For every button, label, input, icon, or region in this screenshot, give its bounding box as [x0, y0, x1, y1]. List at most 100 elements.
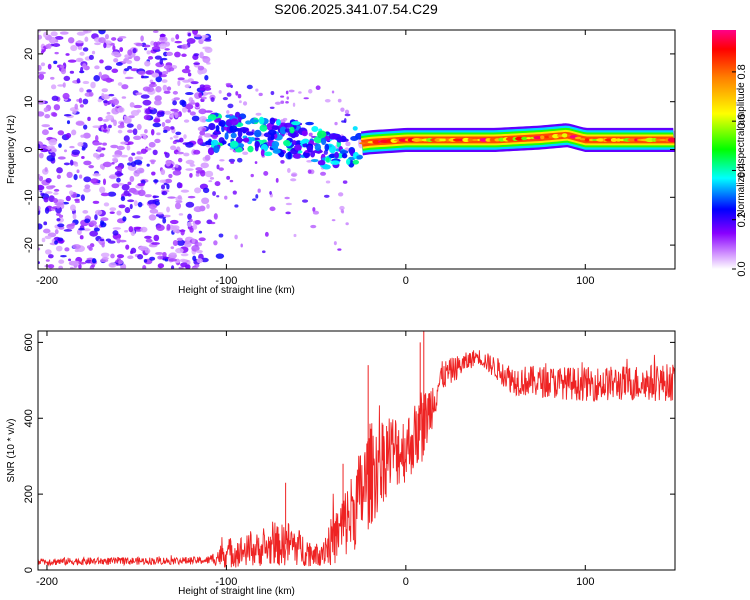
noise-blob: [82, 98, 89, 105]
noise-blob: [40, 62, 46, 67]
noise-blob: [44, 167, 48, 172]
ridge-blob: [254, 140, 261, 148]
noise-blob: [197, 65, 205, 71]
noise-blob: [120, 154, 128, 158]
noise-blob: [160, 57, 168, 61]
noise-blob: [38, 64, 42, 71]
ridge-blob: [260, 149, 265, 157]
noise-blob: [140, 75, 150, 79]
noise-blob: [99, 59, 104, 64]
ridge-blob: [336, 136, 343, 143]
noise-blob: [72, 213, 77, 220]
noise-blob: [57, 84, 65, 87]
noise-blob: [62, 82, 66, 88]
noise-blob: [92, 152, 99, 158]
noise-blob: [80, 134, 85, 138]
noise-blob: [162, 84, 168, 92]
noise-blob: [165, 51, 174, 56]
noise-blob: [43, 197, 49, 203]
noise-blob: [100, 147, 106, 151]
noise-blob: [345, 222, 349, 226]
noise-blob: [97, 116, 103, 122]
ridge-blob: [350, 136, 359, 141]
ridge-blob: [352, 159, 359, 165]
noise-blob: [97, 146, 102, 153]
ridge-peak: [634, 138, 639, 142]
noise-blob: [152, 30, 159, 34]
ridge-peak: [610, 137, 618, 142]
noise-blob: [74, 198, 80, 202]
noise-blob: [234, 234, 238, 240]
noise-blob: [88, 246, 93, 251]
noise-blob: [140, 94, 150, 99]
snr-ytick-label: 400: [23, 409, 35, 427]
noise-blob: [168, 173, 173, 179]
noise-blob: [68, 190, 74, 195]
noise-blob: [47, 63, 52, 70]
noise-blob: [126, 60, 133, 65]
noise-blob: [76, 78, 81, 84]
noise-blob: [342, 180, 348, 184]
noise-blob: [193, 53, 200, 57]
noise-blob: [41, 129, 49, 136]
noise-blob: [161, 79, 168, 83]
ridge-blob: [243, 137, 250, 143]
snr-ytick-label: 200: [23, 485, 35, 503]
noise-blob: [65, 132, 72, 139]
noise-blob: [269, 106, 275, 109]
spectrogram-ytick-label: 10: [23, 96, 35, 108]
noise-blob: [192, 255, 197, 262]
noise-blob: [140, 148, 147, 154]
noise-blob: [120, 196, 126, 202]
noise-blob: [105, 44, 112, 48]
noise-blob: [195, 170, 205, 174]
ridge-blob: [339, 150, 349, 155]
spectrogram-xtick-label: 100: [576, 275, 594, 287]
ridge-blob: [229, 140, 239, 148]
noise-blob: [132, 215, 141, 219]
ridge-blob: [268, 129, 277, 136]
ridge-blob: [310, 150, 316, 158]
noise-blob: [38, 73, 45, 80]
noise-blob: [179, 182, 183, 189]
noise-blob: [112, 44, 116, 51]
ridge-blob: [314, 143, 322, 152]
noise-blob: [334, 121, 338, 126]
noise-blob: [196, 258, 203, 264]
noise-blob: [171, 166, 175, 170]
ridge-blob: [269, 117, 276, 125]
noise-blob: [74, 103, 78, 110]
noise-blob: [193, 206, 203, 213]
noise-blob: [123, 190, 130, 197]
noise-blob: [92, 141, 101, 146]
noise-blob: [191, 266, 199, 269]
noise-blob: [174, 112, 179, 119]
noise-blob: [108, 262, 117, 268]
noise-blob: [200, 96, 207, 100]
ridge-blob: [275, 119, 281, 126]
colorbar-tick-label: 0.8: [736, 64, 748, 79]
noise-blob: [100, 222, 107, 228]
noise-blob: [112, 98, 120, 106]
noise-blob: [152, 149, 158, 156]
noise-blob: [155, 213, 165, 218]
noise-blob: [301, 199, 309, 203]
noise-blob: [191, 238, 196, 244]
ridge-blob: [334, 151, 339, 159]
noise-blob: [285, 211, 291, 215]
noise-blob: [177, 80, 181, 87]
noise-blob: [227, 103, 234, 109]
noise-blob: [89, 230, 99, 237]
noise-blob: [65, 195, 71, 202]
noise-blob: [116, 254, 125, 259]
noise-blob: [130, 110, 140, 116]
snr-ytick-label: 600: [23, 333, 35, 351]
noise-blob: [199, 130, 206, 136]
noise-blob: [154, 55, 162, 60]
noise-blob: [206, 144, 210, 148]
noise-blob: [65, 53, 70, 56]
noise-blob: [53, 104, 61, 111]
noise-blob: [84, 36, 89, 42]
noise-blob: [195, 167, 203, 171]
ridge-blob: [352, 126, 358, 131]
